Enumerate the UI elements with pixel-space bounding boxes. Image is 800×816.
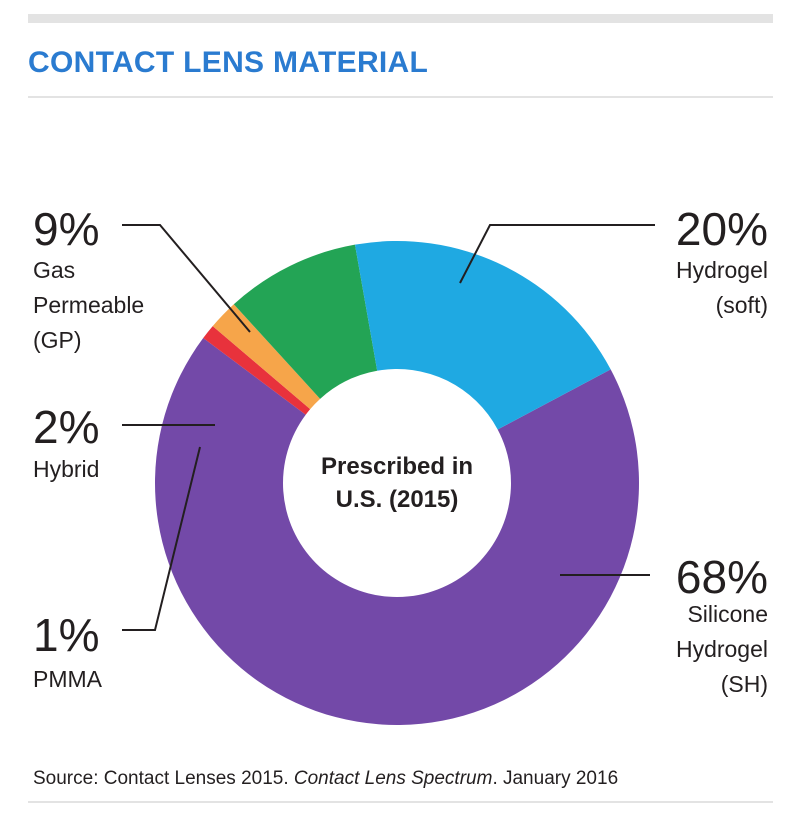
center-label-line-2: U.S. (2015) (336, 486, 459, 513)
slice-hydrogel-soft (354, 241, 611, 430)
name-label-gas-permeable-gp-line-2: Permeable (33, 292, 144, 318)
slice-pmma (203, 326, 311, 415)
name-label-silicone-hydrogel-sh-line-1: Silicone (687, 601, 768, 627)
name-label-gas-permeable-gp-line-3: (GP) (33, 327, 82, 353)
slice-hybrid (212, 304, 321, 410)
leader-line-gas-permeable-gp (122, 224, 251, 333)
source-note: Source: Contact Lenses 2015. Contact Len… (33, 768, 618, 790)
name-label-silicone-hydrogel-sh-line-2: Hydrogel (676, 636, 768, 662)
pct-label-pmma: 1% (33, 609, 99, 661)
center-label-line-1: Prescribed in (321, 453, 473, 480)
source-prefix: Source: Contact Lenses 2015. (33, 768, 294, 789)
source-journal: Contact Lens Spectrum (293, 768, 493, 789)
pct-label-hybrid: 2% (33, 401, 99, 453)
name-label-hydrogel-soft-line-1: Hydrogel (676, 257, 768, 283)
title-divider (28, 96, 773, 98)
leader-line-hydrogel-soft (459, 224, 655, 284)
name-label-silicone-hydrogel-sh-line-3: (SH) (721, 671, 768, 697)
slice-silicone-hydrogel-sh (155, 338, 639, 725)
name-label-pmma-line-1: PMMA (33, 666, 103, 692)
label-group: 68%Silicone Hydrogel (SH) 1% PMMA 2% Hybrid 9%G… (33, 203, 768, 697)
top-rule (28, 14, 773, 23)
slice-gas-permeable-gp (233, 244, 378, 399)
page-title: CONTACT LENS MATERIAL (28, 46, 429, 79)
slice-group (155, 241, 639, 725)
name-label-hybrid-line-1: Hybrid (33, 456, 99, 482)
leader-line-group (122, 224, 655, 631)
name-label-gas-permeable-gp-line-1: Gas (33, 257, 75, 283)
pct-label-gas-permeable-gp: 9% (33, 203, 99, 255)
pct-label-silicone-hydrogel-sh: 68% (676, 551, 768, 603)
name-label-hydrogel-soft-line-2: (soft) (716, 292, 768, 318)
pct-label-hydrogel-soft: 20% (676, 203, 768, 255)
leader-line-pmma (122, 446, 201, 631)
source-suffix: . January 2016 (492, 768, 619, 789)
bottom-rule (28, 801, 773, 803)
